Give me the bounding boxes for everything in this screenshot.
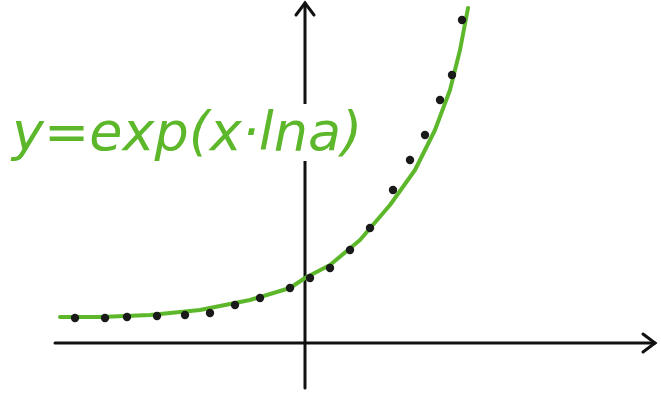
point bbox=[448, 71, 456, 79]
point bbox=[286, 284, 294, 292]
point bbox=[306, 274, 314, 282]
point bbox=[421, 131, 429, 139]
point bbox=[458, 16, 466, 24]
point bbox=[206, 309, 214, 317]
annotation: y=exp(x·lna) bbox=[10, 100, 362, 163]
point bbox=[256, 294, 264, 302]
point bbox=[406, 156, 414, 164]
chart: y=exp(x·lna) bbox=[0, 0, 661, 398]
point bbox=[181, 311, 189, 319]
point bbox=[366, 224, 374, 232]
point bbox=[436, 96, 444, 104]
x-axis-arrow bbox=[643, 334, 655, 352]
y-axis bbox=[304, 3, 307, 388]
point bbox=[71, 314, 79, 322]
point bbox=[389, 186, 397, 194]
point bbox=[123, 313, 131, 321]
plot-area bbox=[60, 8, 468, 322]
point bbox=[153, 312, 161, 320]
point bbox=[326, 264, 334, 272]
x-axis bbox=[55, 342, 655, 345]
point bbox=[101, 314, 109, 322]
y-axis-arrow bbox=[296, 3, 314, 15]
point bbox=[231, 301, 239, 309]
point bbox=[346, 246, 354, 254]
